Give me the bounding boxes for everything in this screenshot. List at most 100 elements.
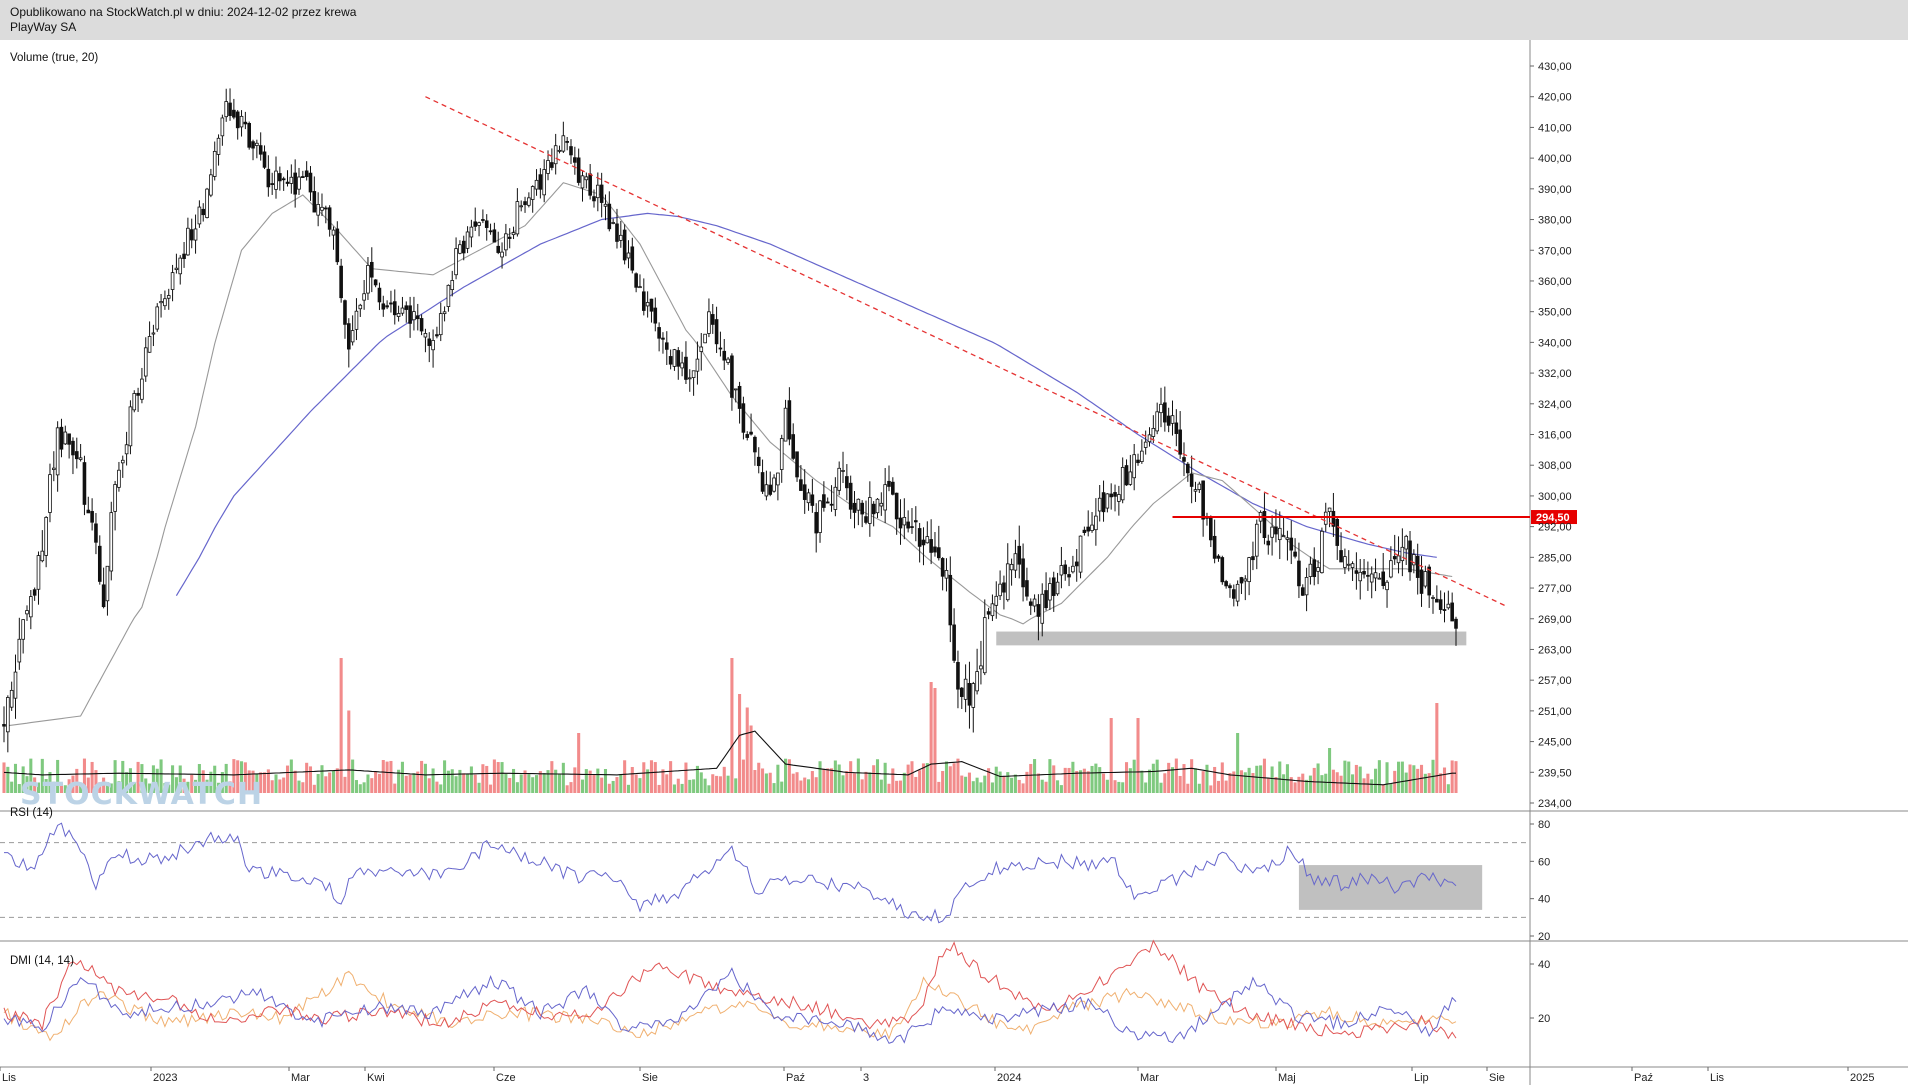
- volume-bar: [1278, 761, 1282, 793]
- candle-body: [975, 671, 979, 692]
- volume-bar: [1205, 764, 1209, 793]
- candle-body: [841, 470, 845, 472]
- volume-bar: [1312, 767, 1316, 793]
- candle-body: [607, 203, 612, 230]
- volume-bar: [1040, 779, 1044, 793]
- volume-bar: [259, 772, 263, 793]
- price-tick-label: 239,50: [1538, 767, 1572, 779]
- candle-body: [78, 457, 83, 460]
- volume-bar: [1117, 781, 1121, 793]
- candle-body: [749, 431, 753, 435]
- volume-bar: [515, 782, 519, 793]
- candle-body: [1117, 494, 1121, 502]
- candle-body: [672, 349, 677, 367]
- candle-body: [760, 472, 765, 492]
- volume-bar: [1082, 768, 1086, 793]
- volume-bar: [466, 773, 470, 793]
- volume-bar: [171, 765, 175, 793]
- volume-bar: [649, 760, 653, 793]
- candle-body: [883, 484, 887, 511]
- dmi-panel-label: DMI (14, 14): [10, 955, 74, 967]
- price-tick-label: 390,00: [1538, 184, 1572, 196]
- price-tick-label: 292,00: [1538, 522, 1572, 534]
- candle-body: [136, 392, 140, 396]
- candle-body: [852, 502, 857, 513]
- candle-body: [404, 305, 409, 310]
- candle-body: [293, 172, 297, 195]
- volume-bar: [1124, 762, 1129, 793]
- date-tick-label: Maj: [1278, 1072, 1296, 1084]
- volume-bar: [1140, 770, 1144, 793]
- volume-bar: [125, 772, 129, 793]
- candle-body: [936, 547, 941, 559]
- candle-body: [235, 111, 240, 129]
- volume-bar: [669, 761, 673, 793]
- volume-bar: [964, 776, 968, 793]
- volume-bar: [320, 765, 324, 793]
- candle-body: [764, 484, 769, 497]
- volume-bar: [1255, 765, 1259, 793]
- volume-bar: [412, 773, 416, 793]
- candle-body: [1274, 526, 1278, 535]
- volume-bar: [416, 771, 420, 793]
- candle-body: [684, 356, 688, 380]
- candle-body: [1086, 526, 1091, 532]
- price-tick-label: 350,00: [1538, 307, 1572, 319]
- volume-bar: [473, 774, 477, 793]
- candle-body: [124, 444, 129, 455]
- volume-bar: [741, 759, 745, 793]
- candle-body: [247, 122, 251, 148]
- volume-bar: [1385, 762, 1389, 793]
- volume-bar: [1186, 783, 1190, 793]
- volume-bar: [1102, 773, 1106, 793]
- candle-body: [825, 501, 830, 504]
- volume-bar: [102, 777, 106, 793]
- volume-bar: [818, 761, 822, 793]
- candle-body: [952, 624, 956, 661]
- volume-bar: [144, 778, 148, 793]
- candle-body: [902, 517, 907, 526]
- candle-body: [542, 169, 546, 196]
- volume-bar: [213, 765, 217, 793]
- candle-body: [1385, 581, 1389, 591]
- candle-body: [209, 174, 213, 196]
- volume-bar: [898, 780, 903, 793]
- candle-body: [63, 431, 68, 445]
- volume-bar: [699, 772, 703, 793]
- candle-body: [1450, 602, 1454, 622]
- candle-body: [465, 231, 470, 249]
- volume-bar: [132, 782, 136, 793]
- volume-bar: [941, 771, 945, 793]
- volume-bar: [527, 774, 531, 793]
- volume-bar: [1374, 768, 1378, 793]
- candle-body: [523, 201, 527, 206]
- volume-bar: [1259, 765, 1263, 793]
- volume-bar: [75, 768, 79, 793]
- candle-body: [1059, 565, 1064, 576]
- rsi-range-zone: [1298, 865, 1483, 910]
- rsi-panel-label: RSI (14): [10, 807, 53, 819]
- volume-bar: [63, 785, 67, 793]
- dmi-tick-label: 40: [1538, 959, 1550, 971]
- candle-body: [741, 403, 746, 433]
- volume-bar: [711, 774, 715, 793]
- volume-bar: [1010, 777, 1014, 793]
- candle-body: [500, 251, 504, 258]
- candle-body: [132, 393, 137, 411]
- volume-bar: [10, 781, 14, 793]
- candle-body: [182, 253, 186, 259]
- candle-body: [806, 492, 811, 504]
- candle-body: [511, 232, 516, 236]
- candle-body: [661, 337, 665, 340]
- volume-bar: [718, 776, 722, 793]
- volume-bar: [1232, 771, 1236, 793]
- candle-body: [312, 191, 317, 213]
- volume-bar: [339, 658, 343, 793]
- volume-bar: [1163, 773, 1167, 793]
- candle-body: [779, 438, 784, 470]
- volume-bar: [1213, 766, 1217, 793]
- volume-bar: [121, 760, 125, 793]
- date-tick-label: Paź: [786, 1072, 805, 1084]
- candle-body: [1277, 527, 1282, 541]
